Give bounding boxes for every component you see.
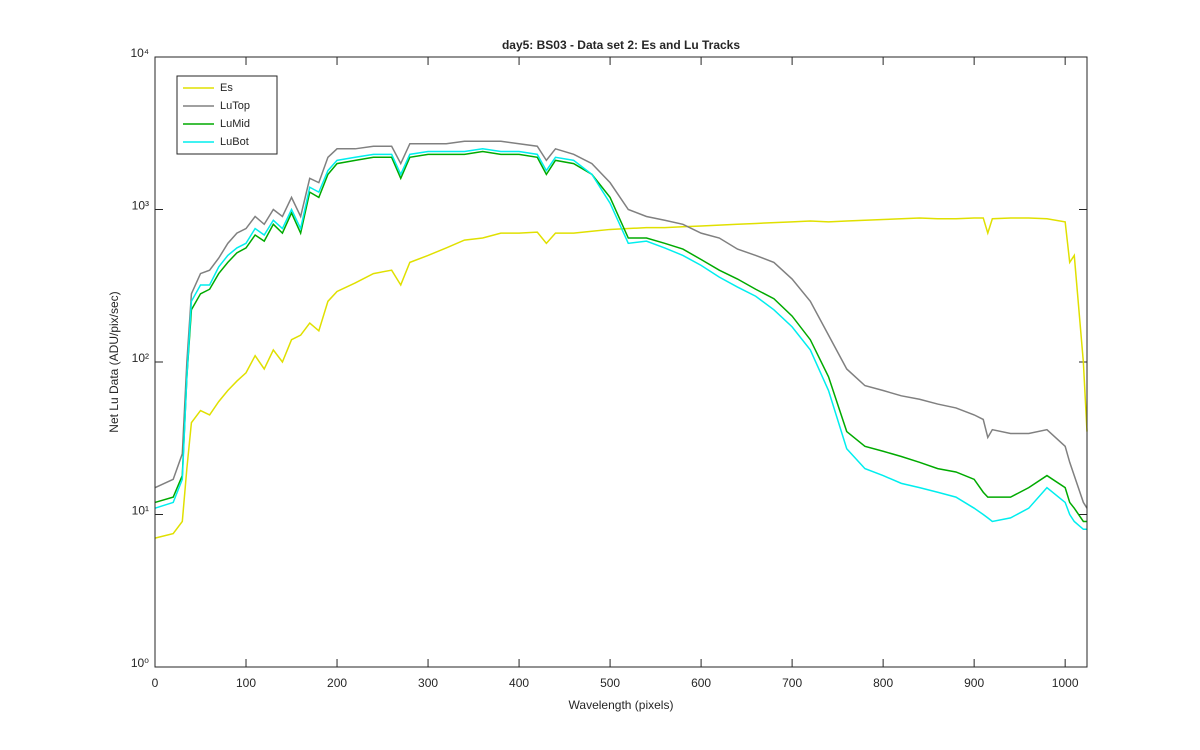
y-axis-label: Net Lu Data (ADU/pix/sec) — [107, 291, 121, 432]
x-axis-label: Wavelength (pixels) — [569, 698, 674, 712]
x-tick-label: 1000 — [1052, 676, 1079, 690]
series-line — [154, 217, 1088, 539]
legend-label: LuMid — [220, 118, 250, 130]
y-tick-label: 10² — [132, 351, 149, 365]
x-tick-label: 0 — [152, 676, 159, 690]
x-tick-label: 100 — [236, 676, 256, 690]
y-tick-label: 10⁴ — [130, 46, 149, 60]
x-tick-label: 600 — [691, 676, 711, 690]
legend-label: LuTop — [220, 100, 250, 112]
y-tick-label: 10³ — [132, 199, 149, 213]
legend-box — [176, 75, 278, 155]
legend-label: Es — [220, 82, 233, 94]
axes-box — [154, 56, 1088, 668]
x-tick-label: 800 — [873, 676, 893, 690]
series-line — [154, 140, 1088, 509]
y-tick-label: 10⁰ — [131, 656, 149, 670]
x-tick-label: 200 — [327, 676, 347, 690]
series-line — [154, 148, 1087, 531]
series-line — [154, 150, 1087, 523]
plot-area — [155, 57, 1087, 667]
y-tick-label: 10¹ — [132, 504, 149, 518]
x-tick-label: 700 — [782, 676, 802, 690]
x-tick-label: 400 — [509, 676, 529, 690]
x-tick-label: 300 — [418, 676, 438, 690]
x-tick-label: 500 — [600, 676, 620, 690]
chart-title: day5: BS03 - Data set 2: Es and Lu Track… — [502, 38, 740, 52]
x-tick-label: 900 — [964, 676, 984, 690]
legend-label: LuBot — [220, 136, 249, 148]
